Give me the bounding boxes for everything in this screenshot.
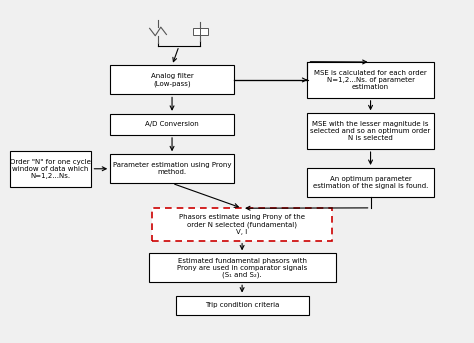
Text: Analog filter
(Low-pass): Analog filter (Low-pass) [151,73,193,87]
FancyBboxPatch shape [10,151,91,187]
FancyBboxPatch shape [149,253,336,282]
FancyBboxPatch shape [110,114,234,135]
Text: Phasors estimate using Prony of the
order N selected (fundamental)
V, I: Phasors estimate using Prony of the orde… [179,214,305,235]
Text: MSE is calculated for each order
N=1,2...Ns. of parameter
estimation: MSE is calculated for each order N=1,2..… [314,70,427,90]
FancyBboxPatch shape [110,66,234,94]
Text: A/D Conversion: A/D Conversion [145,121,199,127]
Text: Order "N" for one cycle
window of data which
N=1,2...Ns.: Order "N" for one cycle window of data w… [10,159,91,179]
Text: Parameter estimation using Prony
method.: Parameter estimation using Prony method. [113,162,231,175]
FancyBboxPatch shape [308,62,434,98]
FancyBboxPatch shape [110,154,234,183]
Text: Trip condition criteria: Trip condition criteria [205,303,279,308]
FancyBboxPatch shape [192,28,208,35]
Text: Estimated fundamental phasors with
Prony are used in comparator signals
(S₁ and : Estimated fundamental phasors with Prony… [177,258,307,278]
FancyBboxPatch shape [308,113,434,149]
Text: An optimum parameter
estimation of the signal is found.: An optimum parameter estimation of the s… [313,176,428,189]
Text: MSE with the lesser magnitude is
selected and so an optimum order
N is selected: MSE with the lesser magnitude is selecte… [310,121,431,141]
FancyBboxPatch shape [175,296,309,315]
FancyBboxPatch shape [308,168,434,197]
FancyBboxPatch shape [152,208,332,241]
